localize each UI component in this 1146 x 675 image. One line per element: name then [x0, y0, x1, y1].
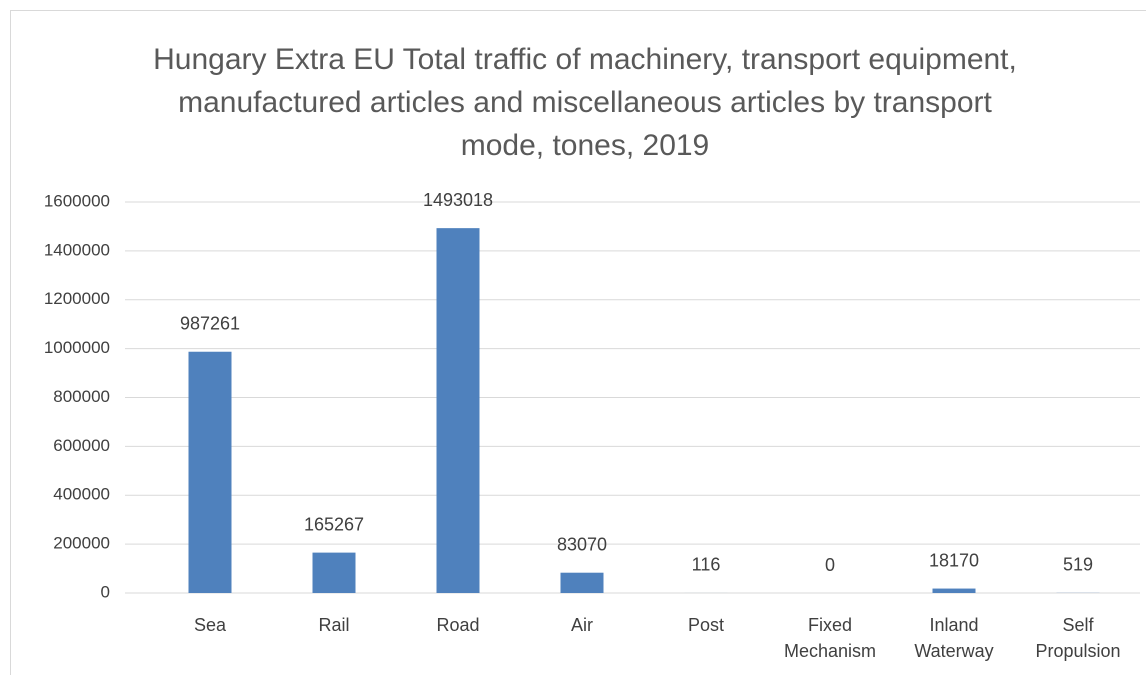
- bar: [932, 588, 976, 593]
- x-tick-label: Sea: [193, 615, 227, 635]
- chart-border: [10, 10, 1146, 675]
- data-label: 1493018: [423, 190, 493, 210]
- data-label: 116: [692, 555, 721, 575]
- y-tick-label: 800000: [53, 387, 110, 406]
- y-tick-label: 400000: [53, 485, 110, 504]
- x-tick-label: Self Propulsion: [1035, 615, 1121, 661]
- data-label: 519: [1063, 555, 1093, 575]
- y-tick-label: 1200000: [44, 289, 110, 308]
- data-label: 18170: [929, 550, 979, 570]
- y-tick-label: 200000: [53, 534, 110, 553]
- x-tick-label: Road: [436, 615, 480, 635]
- data-label: 83070: [557, 534, 607, 554]
- x-tick-label: Post: [687, 615, 725, 635]
- bar: [312, 552, 356, 593]
- chart-title: Hungary Extra EU Total traffic of machin…: [153, 43, 1017, 162]
- data-label: 987261: [180, 313, 240, 333]
- x-tick-label: Fixed Mechanism: [783, 615, 877, 661]
- bar: [436, 228, 480, 593]
- x-tick-label: Air: [571, 615, 593, 635]
- y-tick-label: 1400000: [44, 240, 110, 259]
- x-tick-label: Inland Waterway: [914, 615, 994, 661]
- y-tick-label: 1000000: [44, 338, 110, 357]
- data-label: 0: [825, 555, 835, 575]
- y-tick-label: 0: [101, 582, 110, 601]
- data-label: 165267: [304, 514, 364, 534]
- bar: [560, 572, 604, 593]
- x-tick-label: Rail: [318, 615, 350, 635]
- bar: [188, 351, 232, 593]
- y-tick-label: 1600000: [44, 191, 110, 210]
- y-tick-label: 600000: [53, 436, 110, 455]
